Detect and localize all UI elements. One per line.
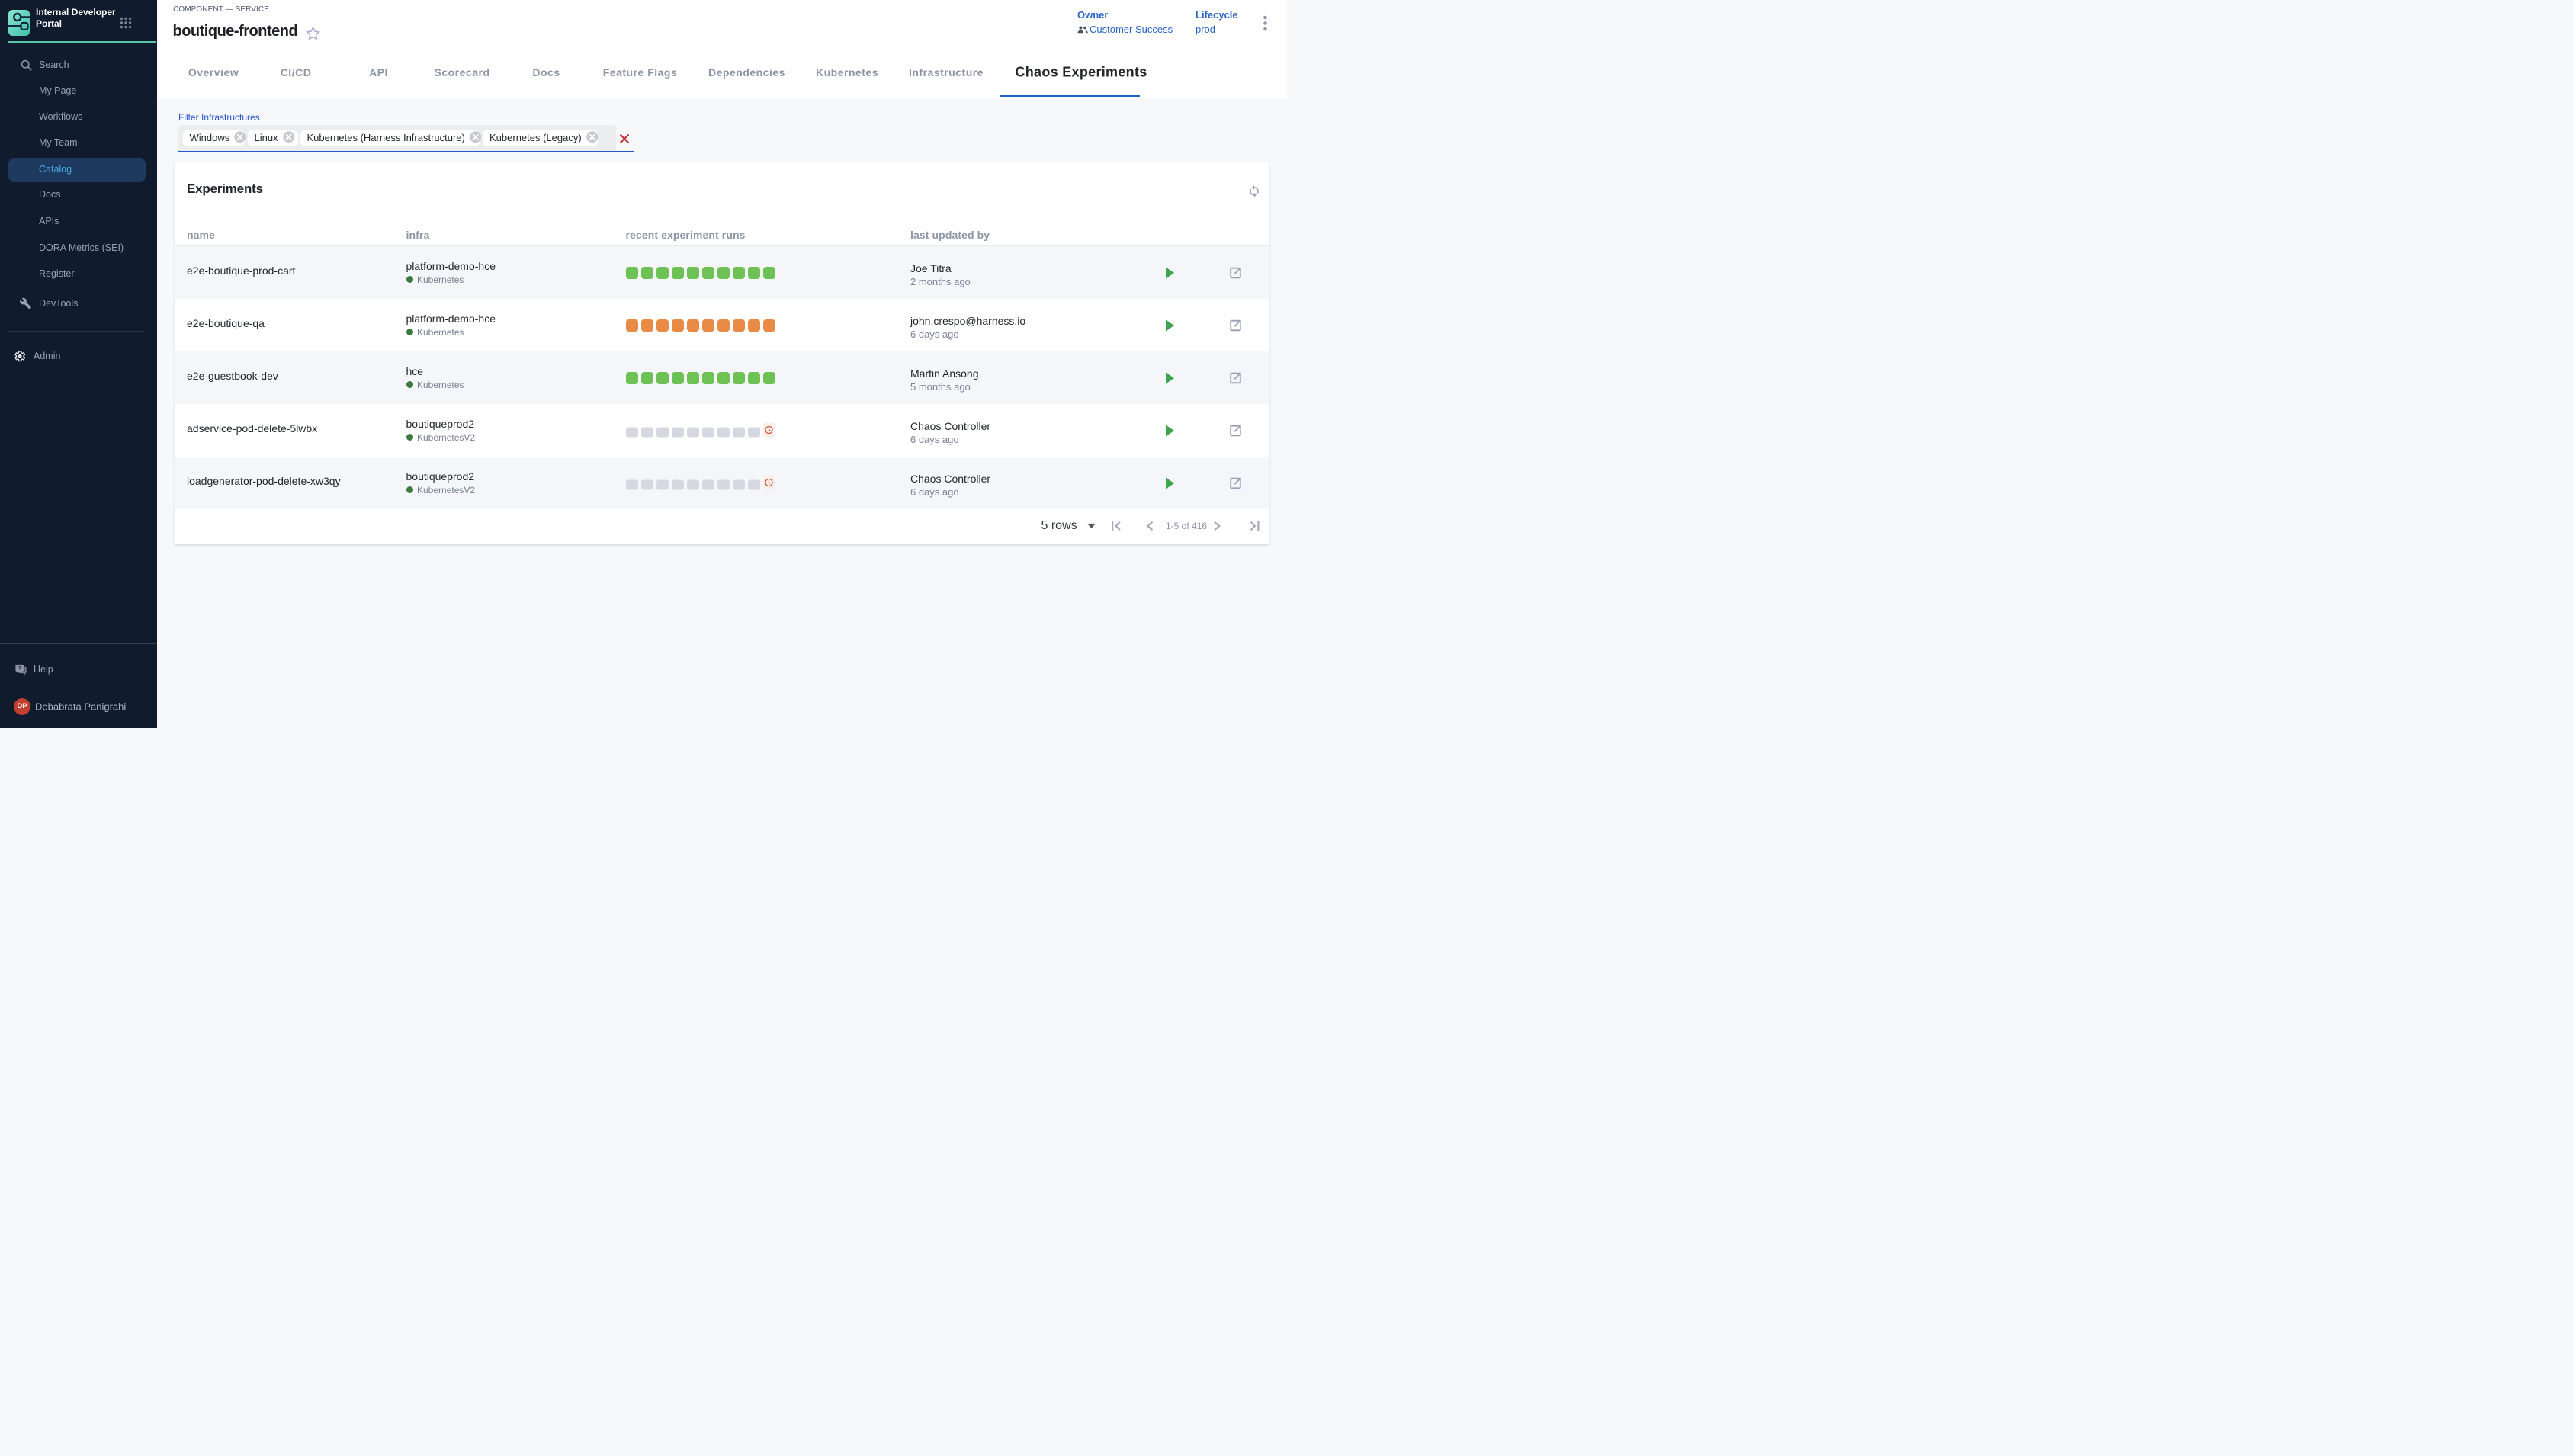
svg-text:?: ? (18, 666, 21, 672)
